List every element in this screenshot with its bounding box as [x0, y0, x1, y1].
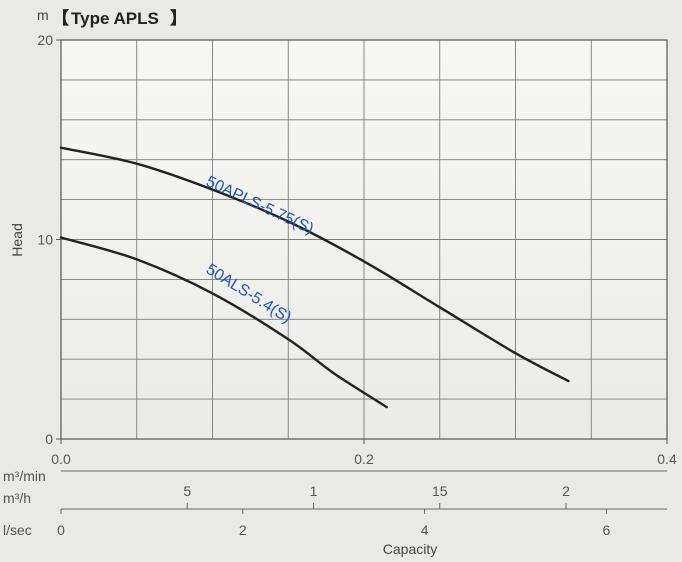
lsec-ticks: 0 2 4 6: [57, 509, 611, 538]
x-ticks: 0.0 0.2 0.4: [51, 439, 677, 467]
lsec-tick-label: 2: [239, 522, 247, 538]
m3h-tick-label: 5: [183, 483, 191, 499]
x-tick-label: 0.2: [354, 451, 374, 467]
y-unit: m: [37, 7, 49, 23]
m3h-tick-label: 2: [562, 483, 570, 499]
y-tick-label: 10: [37, 232, 53, 248]
m3h-ticks: 5 1 15 2: [183, 483, 570, 509]
x-tick-label: 0.4: [657, 451, 677, 467]
series-line-1: [59, 146, 570, 383]
lsec-tick-label: 6: [603, 522, 611, 538]
chart-title: Type APLS: [71, 9, 159, 28]
chart-title-bracket-open: 【: [52, 8, 69, 28]
x-tick-label: 0.0: [51, 451, 71, 467]
chart-title-bracket-close: 】: [170, 8, 187, 28]
lsec-tick-label: 4: [421, 522, 429, 538]
x-axis-label: Capacity: [383, 541, 437, 557]
m3h-tick-label: 15: [432, 483, 448, 499]
y-ticks: 0 10 20: [37, 32, 61, 447]
x-unit-m3min: m³/min: [3, 468, 46, 484]
y-axis-label: Head: [9, 223, 25, 256]
lsec-tick-label: 0: [57, 522, 65, 538]
x-unit-lsec: l/sec: [3, 522, 32, 538]
x-unit-m3h: m³/h: [3, 490, 31, 506]
m3h-tick-label: 1: [310, 483, 318, 499]
series-line-2: [59, 236, 388, 409]
y-tick-label: 0: [45, 431, 53, 447]
y-tick-label: 20: [37, 32, 53, 48]
